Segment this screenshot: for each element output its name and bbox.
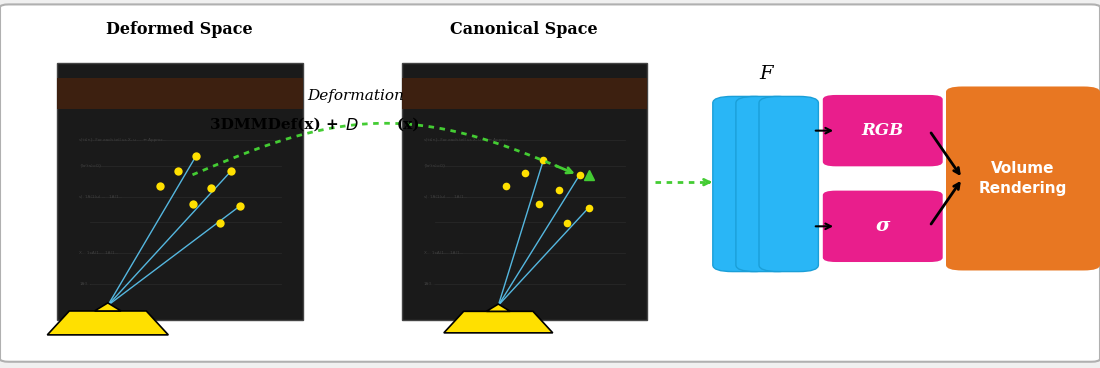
Polygon shape bbox=[486, 304, 510, 311]
FancyBboxPatch shape bbox=[823, 191, 943, 262]
FancyBboxPatch shape bbox=[402, 63, 647, 320]
FancyBboxPatch shape bbox=[946, 86, 1100, 270]
Polygon shape bbox=[444, 311, 553, 333]
FancyBboxPatch shape bbox=[402, 78, 647, 109]
Polygon shape bbox=[95, 303, 121, 311]
Text: {la(ta)>0}: {la(ta)>0} bbox=[79, 164, 101, 167]
FancyBboxPatch shape bbox=[57, 78, 303, 109]
Text: RGB: RGB bbox=[861, 122, 904, 139]
Text: Deformed Space: Deformed Space bbox=[106, 21, 253, 38]
FancyBboxPatch shape bbox=[736, 96, 795, 272]
Text: s|t≤n}. For each tell us X, u ...  ← Approx...: s|t≤n}. For each tell us X, u ... ← Appr… bbox=[79, 138, 167, 142]
Text: σ: σ bbox=[876, 217, 890, 235]
FancyBboxPatch shape bbox=[713, 96, 772, 272]
Text: s|. 1A(1(u) ...   1A(1...: s|. 1A(1(u) ... 1A(1... bbox=[424, 195, 466, 198]
Text: 3DMMDef(x) +: 3DMMDef(x) + bbox=[210, 118, 344, 132]
Text: {la(ta)>0}: {la(ta)>0} bbox=[424, 164, 446, 167]
Text: s|. 1A(1(u) ...   1A(1...: s|. 1A(1(u) ... 1A(1... bbox=[79, 195, 122, 198]
Text: X... 1xA(1...  1A(1...: X... 1xA(1... 1A(1... bbox=[424, 251, 463, 255]
Text: s|t≤n}. For each tell us X, u ...  ← Approx...: s|t≤n}. For each tell us X, u ... ← Appr… bbox=[424, 138, 512, 142]
Text: $D$: $D$ bbox=[345, 117, 359, 134]
Polygon shape bbox=[47, 311, 168, 335]
FancyBboxPatch shape bbox=[0, 4, 1100, 362]
Text: (x): (x) bbox=[397, 118, 420, 132]
FancyBboxPatch shape bbox=[57, 63, 303, 320]
FancyBboxPatch shape bbox=[823, 95, 943, 166]
FancyBboxPatch shape bbox=[759, 96, 818, 272]
Text: 1A(l...: 1A(l... bbox=[424, 282, 436, 286]
Text: F: F bbox=[759, 65, 772, 82]
Text: 1A(l...: 1A(l... bbox=[79, 282, 91, 286]
Text: Canonical Space: Canonical Space bbox=[450, 21, 597, 38]
Text: X... 1xA(1...  1A(1...: X... 1xA(1... 1A(1... bbox=[79, 251, 119, 255]
Text: Volume
Rendering: Volume Rendering bbox=[979, 161, 1067, 196]
Text: Deformation: Deformation bbox=[307, 89, 404, 103]
